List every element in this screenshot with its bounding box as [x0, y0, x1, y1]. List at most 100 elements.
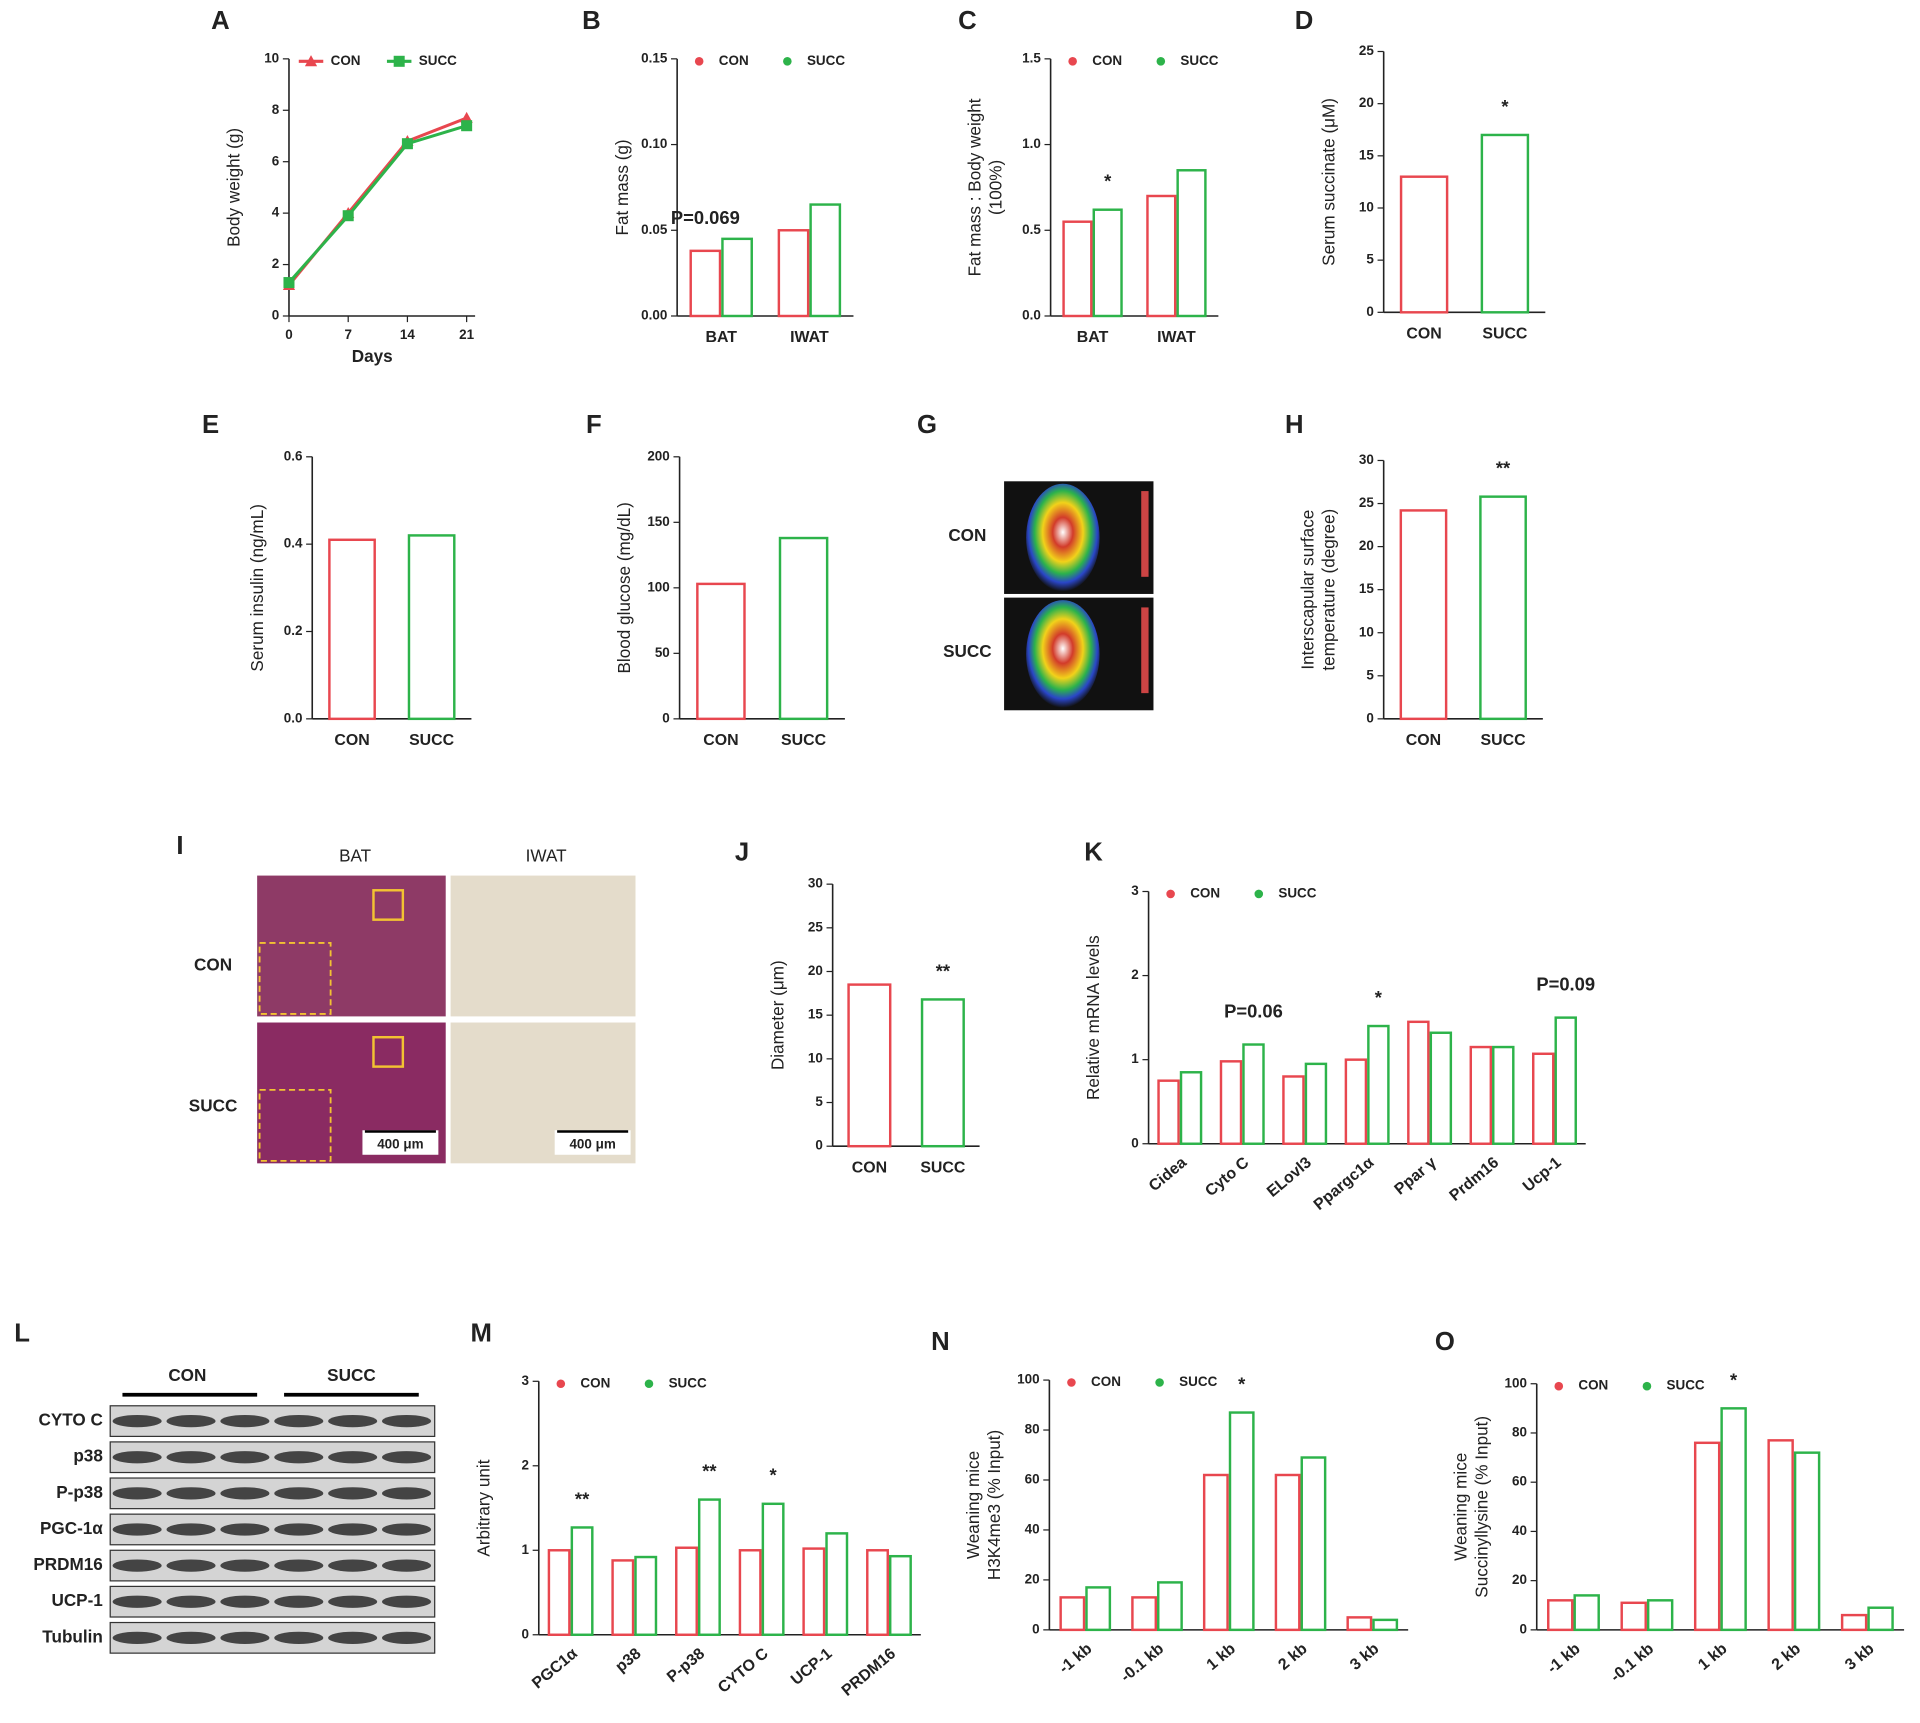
legend-label: SUCC — [1180, 53, 1218, 68]
bar — [1793, 1451, 1821, 1632]
bar — [634, 1555, 658, 1636]
legend-label: CON — [580, 1375, 610, 1390]
panel-letter: M — [471, 1320, 492, 1348]
y-tick-label: 0.0 — [284, 710, 303, 725]
bar — [761, 1502, 785, 1636]
blot-row — [109, 1405, 436, 1438]
y-tick-label: 0.4 — [284, 536, 303, 551]
marker — [1254, 889, 1264, 899]
y-tick-label: 3 — [521, 1373, 528, 1388]
band — [220, 1487, 270, 1500]
bar — [778, 536, 829, 721]
bar — [547, 1549, 571, 1636]
band — [220, 1631, 270, 1644]
y-tick-label: 0 — [521, 1626, 528, 1641]
band — [328, 1559, 378, 1572]
marker — [1156, 57, 1166, 66]
y-tick-label: 5 — [1366, 252, 1374, 267]
band — [220, 1414, 270, 1428]
marker — [460, 111, 473, 123]
band — [166, 1487, 216, 1500]
y-tick-label: 30 — [1359, 452, 1374, 467]
row-label: CYTO C — [38, 1410, 102, 1430]
y-tick-label: 6 — [272, 153, 279, 168]
x-tick-label: Ucp-1 — [1520, 1154, 1565, 1196]
y-tick-label: 8 — [272, 102, 280, 117]
y-axis-label: Weaning mice — [963, 1451, 983, 1559]
x-tick-label: Cyto C — [1202, 1154, 1253, 1200]
bar — [1179, 1071, 1203, 1145]
bar — [570, 1526, 594, 1636]
y-tick-label: 25 — [808, 919, 823, 934]
legend-label: SUCC — [669, 1375, 707, 1390]
y-tick-label: 0 — [1366, 304, 1373, 319]
annotation: * — [1730, 1369, 1738, 1390]
x-tick-label: CON — [1406, 732, 1441, 749]
band — [328, 1451, 378, 1464]
marker — [644, 1379, 654, 1389]
bar — [1399, 175, 1449, 314]
y-tick-label: 0.6 — [284, 448, 303, 463]
legend-label: SUCC — [1667, 1378, 1705, 1393]
bar — [1646, 1599, 1674, 1632]
marker — [1067, 1378, 1076, 1387]
panel-letter: B — [582, 7, 601, 35]
annotation: ** — [1496, 458, 1511, 479]
y-tick-label: 3 — [1131, 883, 1138, 898]
bar — [1219, 1060, 1243, 1145]
row-label: SUCC — [943, 641, 992, 661]
group-label: CON — [168, 1365, 206, 1385]
band — [112, 1487, 162, 1500]
x-tick-label: ELovl3 — [1264, 1154, 1315, 1201]
y-tick-label: 25 — [1359, 43, 1374, 58]
band — [220, 1559, 270, 1572]
bar — [1479, 495, 1527, 721]
band — [274, 1523, 324, 1536]
band — [166, 1595, 216, 1608]
bar — [1300, 1456, 1327, 1632]
x-tick-label: 2 kb — [1769, 1640, 1805, 1674]
panel-letter: D — [1295, 7, 1314, 35]
marker — [304, 55, 318, 67]
y-tick-label: 20 — [1025, 1571, 1040, 1586]
band — [112, 1559, 162, 1572]
bar — [1176, 169, 1207, 318]
legend-label: SUCC — [1278, 886, 1316, 901]
band — [382, 1631, 432, 1644]
roi — [372, 1035, 405, 1068]
y-axis-label: Serum succinate (μM) — [1318, 98, 1338, 266]
bar — [825, 1532, 849, 1636]
band — [328, 1487, 378, 1500]
marker — [694, 57, 704, 66]
x-tick-label: CON — [703, 732, 738, 749]
row-label: CON — [194, 955, 232, 975]
annotation: ** — [702, 1460, 717, 1481]
bat-image — [257, 875, 446, 1017]
bar — [1304, 1062, 1328, 1145]
legend-label: SUCC — [1179, 1374, 1217, 1389]
y-tick-label: 0.10 — [641, 136, 667, 151]
panel-letter: A — [211, 7, 230, 35]
y-tick-label: 0.05 — [641, 222, 668, 237]
bar — [866, 1549, 889, 1636]
marker — [283, 277, 295, 289]
y-tick-label: 20 — [1359, 95, 1374, 110]
legend-label: CON — [1091, 1374, 1121, 1389]
bar — [1062, 220, 1093, 318]
blot-row — [109, 1441, 436, 1474]
bar — [809, 203, 842, 318]
blot-row — [109, 1585, 436, 1618]
x-tick-label: SUCC — [920, 1159, 966, 1176]
row-label: PRDM16 — [33, 1554, 102, 1574]
band — [328, 1595, 378, 1608]
y-axis-label: temperature (degree) — [1318, 509, 1338, 671]
y-tick-label: 1.0 — [1022, 136, 1041, 151]
x-tick-label: CON — [852, 1159, 887, 1176]
panel-letter: I — [176, 832, 183, 860]
panel-letter: O — [1435, 1328, 1455, 1356]
y-tick-label: 0.0 — [1022, 308, 1041, 323]
band — [112, 1631, 162, 1644]
marker — [1068, 57, 1077, 66]
y-axis-label: Diameter (μm) — [767, 960, 787, 1070]
